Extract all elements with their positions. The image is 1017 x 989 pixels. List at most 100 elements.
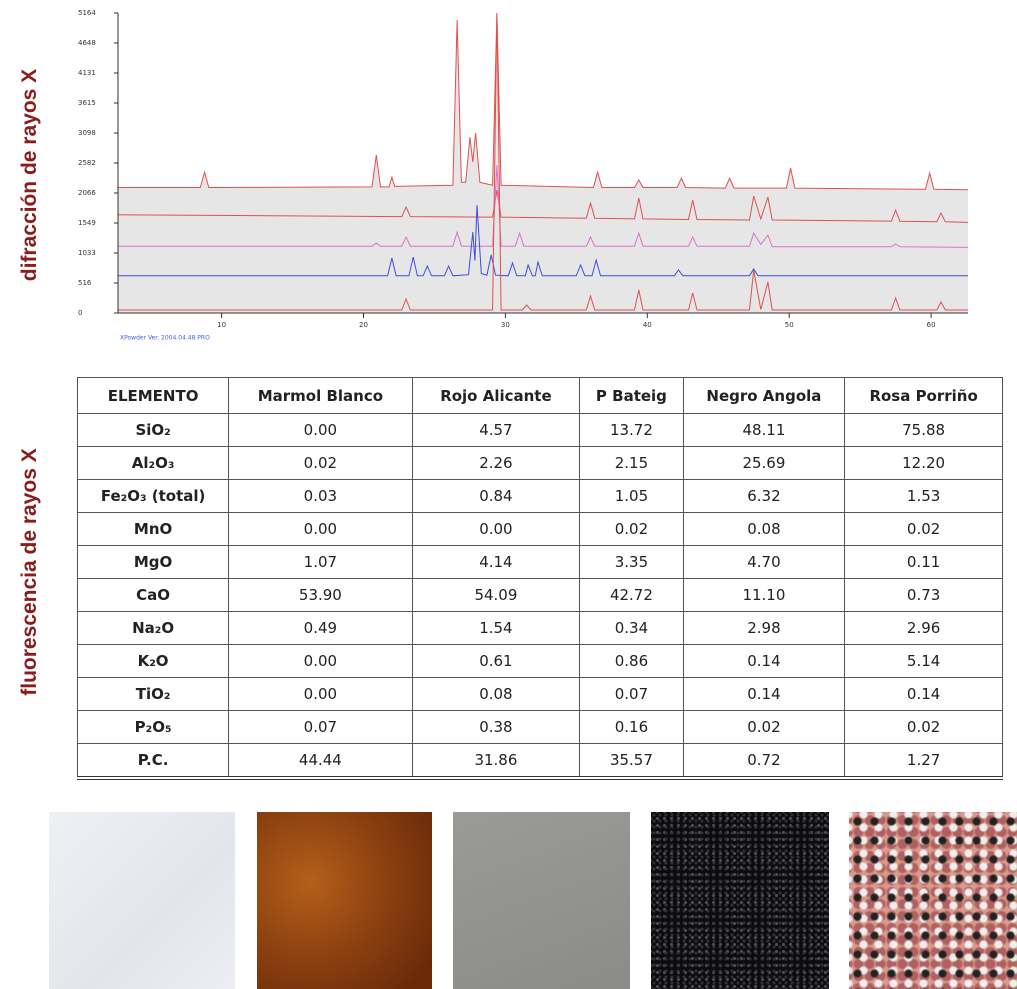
x-tick-label: 40 (643, 321, 652, 329)
cell: 12.20 (845, 447, 1003, 480)
cell: 0.14 (845, 678, 1003, 711)
page: difracción de rayos X fluorescencia de r… (0, 0, 1017, 989)
y-tick-label: 5164 (78, 9, 96, 17)
sample-photo (849, 812, 1017, 989)
x-tick-label: 30 (501, 321, 510, 329)
cell: 0.61 (412, 645, 580, 678)
cell: 1.07 (229, 546, 412, 579)
row-header: P₂O₅ (78, 711, 229, 744)
row-header: TiO₂ (78, 678, 229, 711)
row-header: K₂O (78, 645, 229, 678)
cell: 0.00 (412, 513, 580, 546)
row-header: CaO (78, 579, 229, 612)
cell: 13.72 (580, 414, 683, 447)
column-header: Negro Angola (683, 378, 845, 414)
cell: 2.15 (580, 447, 683, 480)
cell: 0.00 (229, 414, 412, 447)
x-tick-label: 20 (359, 321, 368, 329)
sample-photo (49, 812, 235, 989)
column-header: Rosa Porriño (845, 378, 1003, 414)
y-tick-label: 4131 (78, 69, 96, 77)
cell: 0.49 (229, 612, 412, 645)
cell: 0.03 (229, 480, 412, 513)
cell: 2.98 (683, 612, 845, 645)
row-header: P.C. (78, 744, 229, 779)
row-header: Fe₂O₃ (total) (78, 480, 229, 513)
table-label: fluorescencia de rayos X (18, 432, 42, 712)
cell: 54.09 (412, 579, 580, 612)
row-header: MgO (78, 546, 229, 579)
cell: 0.86 (580, 645, 683, 678)
cell: 1.53 (845, 480, 1003, 513)
cell: 4.70 (683, 546, 845, 579)
cell: 75.88 (845, 414, 1003, 447)
cell: 0.02 (683, 711, 845, 744)
y-tick-label: 3615 (78, 99, 96, 107)
y-tick-label: 4648 (78, 39, 96, 47)
cell: 0.08 (412, 678, 580, 711)
cell: 53.90 (229, 579, 412, 612)
cell: 42.72 (580, 579, 683, 612)
cell: 0.07 (580, 678, 683, 711)
cell: 0.11 (845, 546, 1003, 579)
cell: 0.14 (683, 678, 845, 711)
y-tick-label: 2066 (78, 189, 96, 197)
cell: 1.27 (845, 744, 1003, 779)
table-row: Na₂O0.491.540.342.982.96 (78, 612, 1003, 645)
column-header: Marmol Blanco (229, 378, 412, 414)
cell: 11.10 (683, 579, 845, 612)
row-header: Al₂O₃ (78, 447, 229, 480)
row-header: MnO (78, 513, 229, 546)
cell: 0.38 (412, 711, 580, 744)
cell: 0.02 (845, 513, 1003, 546)
cell: 4.57 (412, 414, 580, 447)
cell: 6.32 (683, 480, 845, 513)
cell: 0.02 (229, 447, 412, 480)
cell: 44.44 (229, 744, 412, 779)
column-header: Rojo Alicante (412, 378, 580, 414)
table-row: Fe₂O₃ (total)0.030.841.056.321.53 (78, 480, 1003, 513)
cell: 0.07 (229, 711, 412, 744)
cell: 48.11 (683, 414, 845, 447)
cell: 5.14 (845, 645, 1003, 678)
xrd-line (118, 14, 968, 190)
cell: 0.72 (683, 744, 845, 779)
cell: 3.35 (580, 546, 683, 579)
cell: 0.00 (229, 513, 412, 546)
column-header: ELEMENTO (78, 378, 229, 414)
chart-note: XPowder Ver. 2004.04.48 PRO (120, 335, 210, 342)
sample-photo (453, 812, 630, 989)
y-tick-label: 1033 (78, 249, 96, 257)
cell: 0.00 (229, 678, 412, 711)
y-tick-label: 1549 (78, 219, 96, 227)
cell: 0.02 (580, 513, 683, 546)
row-header: Na₂O (78, 612, 229, 645)
cell: 31.86 (412, 744, 580, 779)
cell: 25.69 (683, 447, 845, 480)
sample-photo (651, 812, 829, 989)
cell: 0.16 (580, 711, 683, 744)
cell: 2.26 (412, 447, 580, 480)
cell: 35.57 (580, 744, 683, 779)
sample-photo (257, 812, 432, 989)
x-tick-label: 10 (217, 321, 226, 329)
cell: 2.96 (845, 612, 1003, 645)
row-header: SiO₂ (78, 414, 229, 447)
cell: 0.08 (683, 513, 845, 546)
cell: 4.14 (412, 546, 580, 579)
cell: 0.02 (845, 711, 1003, 744)
y-tick-label: 516 (78, 279, 92, 287)
y-tick-label: 3098 (78, 129, 96, 137)
chart: XPowder Ver. 2004.04.48 PRO 051610331549… (0, 0, 1017, 350)
y-tick-label: 2582 (78, 159, 96, 167)
x-tick-label: 50 (785, 321, 794, 329)
